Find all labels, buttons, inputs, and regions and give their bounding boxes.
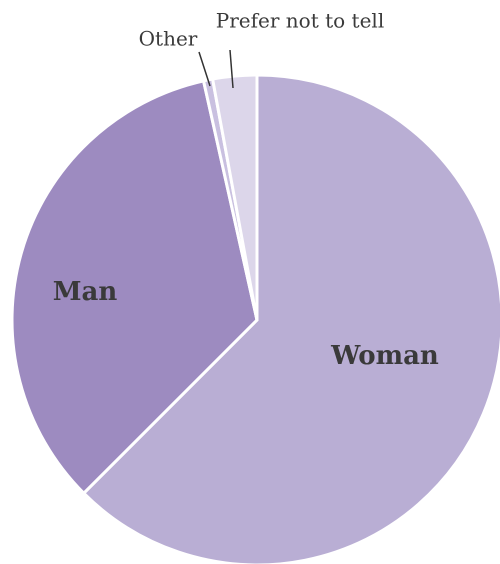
pie-slice <box>211 73 259 322</box>
pie-slice <box>82 73 500 564</box>
leader-line <box>229 49 234 89</box>
slice-label: Woman <box>330 341 439 371</box>
slice-label: Man <box>53 277 118 307</box>
slice-label: Prefer not to tell <box>216 9 384 33</box>
pie-slice <box>10 79 259 495</box>
slice-label: Other <box>139 27 198 51</box>
leader-line <box>198 51 211 87</box>
